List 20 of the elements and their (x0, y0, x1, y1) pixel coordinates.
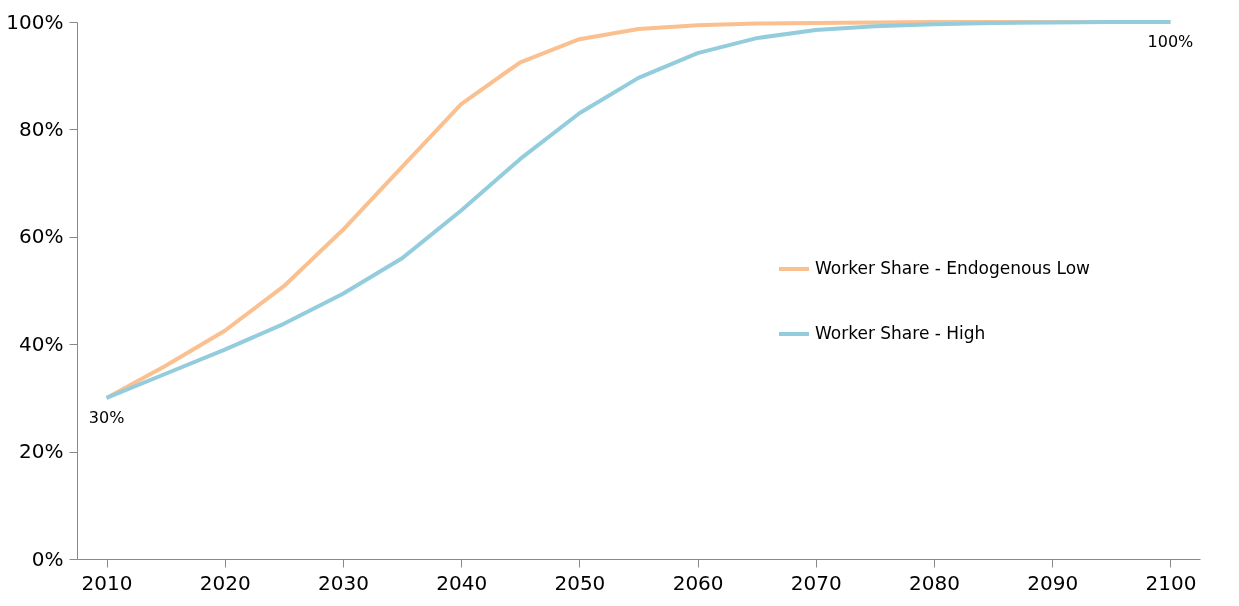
legend-label: Worker Share - High (815, 323, 986, 343)
annotation: 30% (88, 407, 125, 427)
y-tick-label: 20% (19, 439, 64, 464)
y-tick-label: 60% (19, 224, 64, 249)
legend-label: Worker Share - Endogenous Low (815, 258, 1091, 278)
x-tick-label: 2070 (790, 570, 842, 595)
x-tick-label: 2100 (1145, 570, 1197, 595)
x-tick-label: 2010 (81, 570, 133, 595)
x-tick-label: 2080 (909, 570, 960, 595)
x-tick-label: 2040 (436, 570, 488, 595)
x-tick-label: 2060 (672, 570, 724, 595)
y-tick-label: 100% (6, 9, 64, 34)
x-tick-label: 2050 (554, 570, 606, 595)
y-tick-label: 80% (19, 116, 64, 141)
y-tick-label: 40% (19, 331, 64, 356)
x-tick-label: 2090 (1027, 570, 1079, 595)
y-tick-label: 0% (31, 546, 64, 571)
x-tick-label: 2030 (318, 570, 369, 595)
annotation: 100% (1147, 32, 1194, 51)
x-tick-label: 2020 (199, 570, 251, 595)
